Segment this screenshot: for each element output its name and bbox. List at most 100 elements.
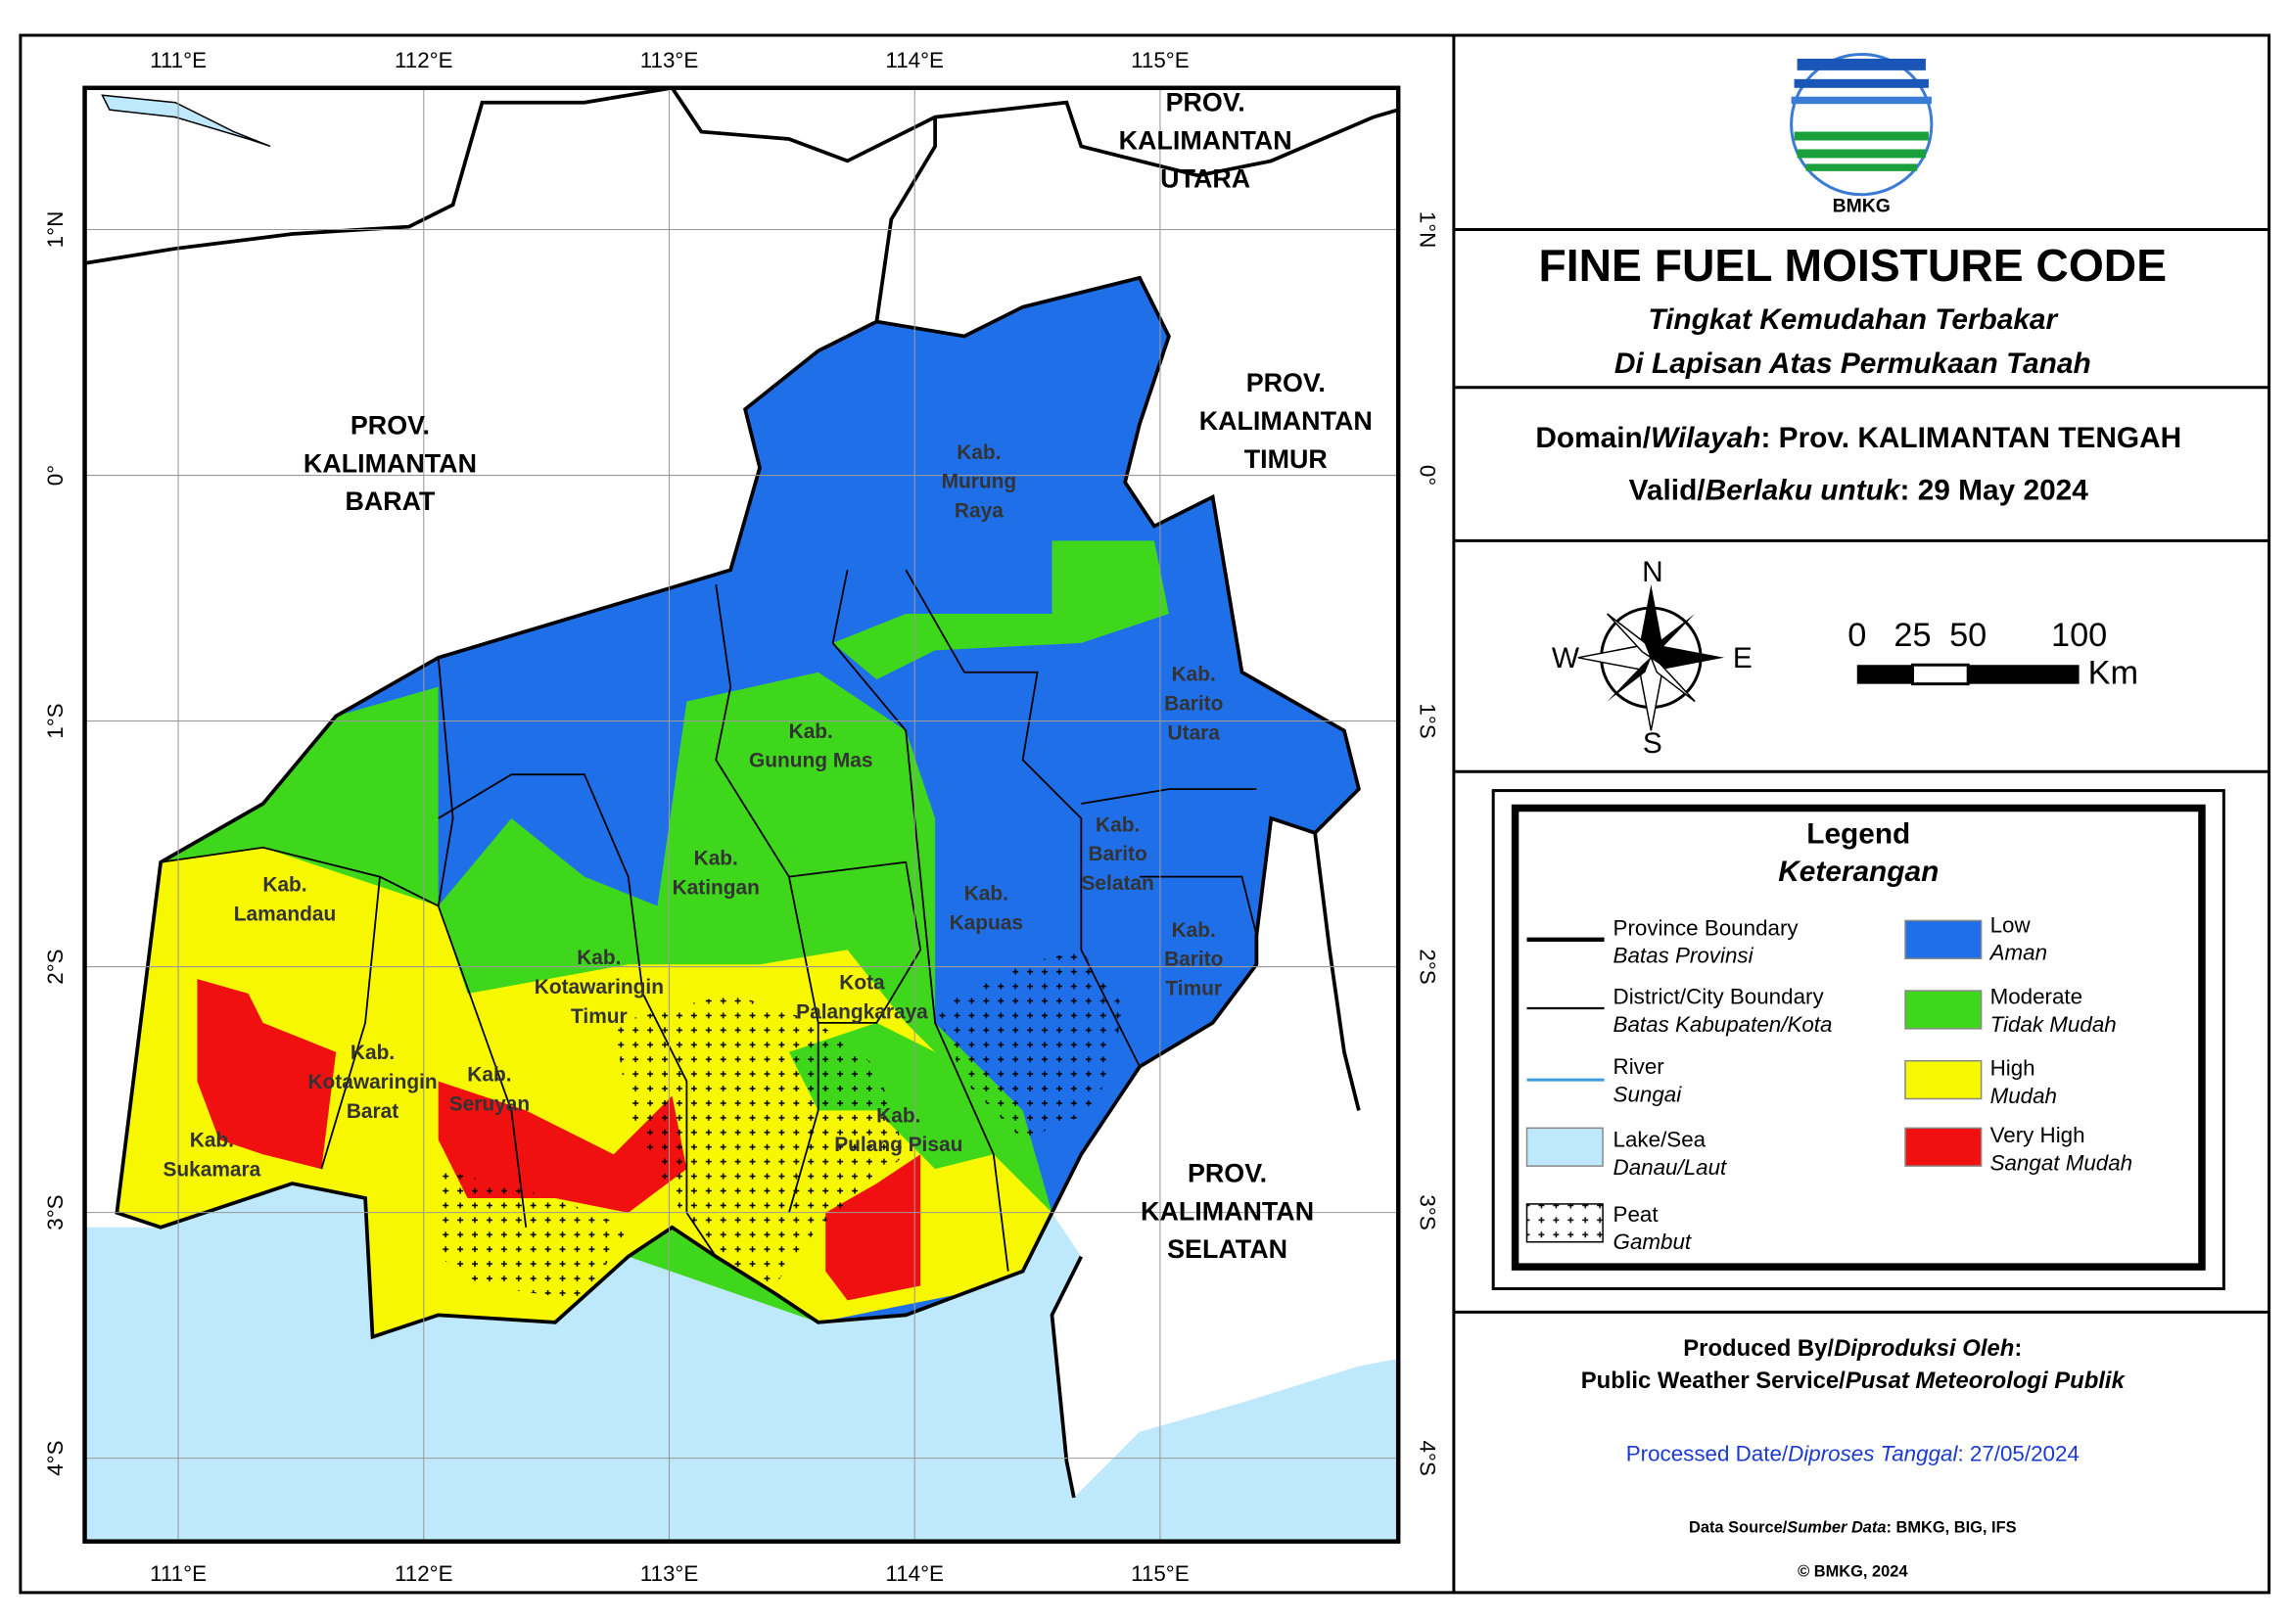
- district-label: Kab.: [957, 441, 1001, 464]
- legend-sublabel: Gambut: [1613, 1230, 1692, 1254]
- district-label: Kota: [839, 972, 885, 995]
- legend-sublabel: Sangat Mudah: [1990, 1151, 2133, 1176]
- lat-label: 0°: [1416, 465, 1440, 486]
- logo-text: BMKG: [1833, 196, 1891, 217]
- district-label: Seruyan: [449, 1092, 530, 1115]
- legend: Legend Keterangan Province Boundary Batas…: [1491, 789, 2225, 1290]
- district-label: Gunung Mas: [749, 750, 872, 772]
- lon-label: 112°E: [395, 1561, 453, 1586]
- district-label: Pulang Pisau: [834, 1134, 962, 1156]
- legend-label: Very High: [1990, 1123, 2085, 1147]
- district-label: Kab.: [577, 947, 621, 969]
- lat-label: 3°S: [43, 1194, 68, 1230]
- lon-label: 113°E: [640, 1561, 699, 1586]
- legend-subtitle: Keterangan: [1778, 856, 1939, 888]
- district-label: Barito: [1164, 949, 1223, 971]
- district-label: Kab.: [1172, 919, 1216, 942]
- district-label: Kab.: [190, 1130, 234, 1152]
- district-label: Selatan: [1082, 872, 1154, 895]
- lat-label: 4°S: [43, 1440, 68, 1475]
- compass-w: W: [1552, 642, 1580, 674]
- district-label: Barito: [1164, 693, 1223, 716]
- very-high-zone: [197, 979, 337, 1170]
- province-label: TIMUR: [1244, 444, 1328, 474]
- map-labels: PROV. KALIMANTAN BARAT PROV. KALIMANTAN UTARA…: [163, 88, 1372, 1264]
- lon-label: 113°E: [640, 48, 699, 72]
- peat-area: [438, 1169, 629, 1301]
- compass-n: N: [1642, 556, 1663, 588]
- scale-label: 50: [1949, 617, 1987, 654]
- district-label: Raya: [955, 500, 1004, 523]
- district-label: Barat: [347, 1100, 398, 1123]
- legend-label: Lake/Sea: [1613, 1128, 1707, 1152]
- province-label: SELATAN: [1167, 1234, 1287, 1264]
- province-label: KALIMANTAN: [1141, 1196, 1314, 1226]
- legend-sublabel: Batas Provinsi: [1613, 944, 1754, 968]
- lon-label: 112°E: [395, 48, 453, 72]
- district-label: Kapuas: [950, 911, 1023, 934]
- province-label: KALIMANTAN: [1199, 406, 1373, 436]
- district-label: Kab.: [467, 1064, 511, 1087]
- district-label: Utara: [1168, 721, 1221, 744]
- province-label: PROV.: [1246, 368, 1326, 397]
- district-label: Kab.: [964, 883, 1008, 905]
- legend-sublabel: Batas Kabupaten/Kota: [1613, 1012, 1833, 1037]
- province-label: KALIMANTAN: [1119, 125, 1292, 155]
- produced-by: Produced By/Diproduksi Oleh:: [1683, 1335, 2022, 1362]
- district-label: Kab.: [262, 874, 306, 897]
- lat-label: 0°: [43, 465, 68, 486]
- lon-label: 114°E: [885, 1561, 944, 1586]
- district-label: Kab.: [1172, 664, 1216, 686]
- district-boundaries: [161, 569, 1258, 1272]
- district-label: Palangkaraya: [796, 1000, 928, 1023]
- sea: [84, 1183, 1399, 1542]
- legend-title: Legend: [1806, 817, 1910, 850]
- scale-label: 100: [2051, 617, 2107, 654]
- lat-label: 2°S: [43, 949, 68, 984]
- province-boundaries: [84, 87, 1399, 1499]
- legend-label: District/City Boundary: [1613, 984, 1825, 1008]
- lon-label: 115°E: [1131, 48, 1190, 72]
- copyright: © BMKG, 2024: [1798, 1562, 1908, 1580]
- legend-sublabel: Danau/Laut: [1613, 1155, 1727, 1180]
- lat-label: 1°N: [1416, 211, 1440, 249]
- legend-label: High: [1990, 1056, 2035, 1081]
- scale-label: 25: [1894, 617, 1931, 654]
- district-label: Kab.: [876, 1104, 920, 1127]
- map: [84, 87, 1399, 1542]
- legend-sublabel: Tidak Mudah: [1990, 1012, 2117, 1037]
- panel-lines: [1453, 228, 2269, 1314]
- compass-e: E: [1733, 642, 1753, 674]
- title: FINE FUEL MOISTURE CODE: [1539, 240, 2168, 291]
- lat-label: 1°S: [43, 703, 68, 738]
- lat-label: 4°S: [1416, 1440, 1440, 1475]
- district-label: Murung: [942, 471, 1017, 493]
- legend-sublabel: Aman: [1988, 941, 2047, 965]
- province-label: BARAT: [345, 487, 436, 516]
- logo: BMKG: [1790, 52, 1934, 217]
- lon-label: 111°E: [150, 1561, 207, 1586]
- moderate-zone: [832, 540, 1169, 680]
- district-label: Timur: [1165, 978, 1222, 1000]
- graticule: 111°E 111°E 112°E 112°E 113°E 113°E 114°E 114°E…: [43, 48, 1439, 1586]
- processed-date: Processed Date/Diproses Tanggal: 27/05/2…: [1626, 1442, 2080, 1466]
- lat-label: 3°S: [1416, 1194, 1440, 1230]
- data-source: Data Source/Sumber Data: BMKG, BIG, IFS: [1689, 1519, 2017, 1537]
- district-label: Timur: [571, 1005, 628, 1028]
- lon-label: 114°E: [885, 48, 944, 72]
- service: Public Weather Service/Pusat Meteorologi…: [1581, 1368, 2127, 1394]
- district-label: Kab.: [789, 720, 833, 743]
- province-label: PROV.: [1188, 1159, 1267, 1188]
- district-label: Lamandau: [234, 903, 336, 925]
- subtitle: Tingkat Kemudahan Terbakar: [1648, 303, 2058, 336]
- map-frame: [82, 85, 1401, 1544]
- district-label: Kotawaringin: [307, 1071, 437, 1093]
- scale-unit: Km: [2088, 655, 2138, 692]
- legend-label: River: [1613, 1054, 1665, 1079]
- subtitle: Di Lapisan Atas Permukaan Tanah: [1614, 348, 2091, 380]
- scale-bar: 0 25 50 100 Km: [1847, 617, 2138, 692]
- lake: [101, 94, 271, 148]
- lat-label: 1°N: [43, 211, 68, 249]
- legend-label: Low: [1990, 912, 2032, 937]
